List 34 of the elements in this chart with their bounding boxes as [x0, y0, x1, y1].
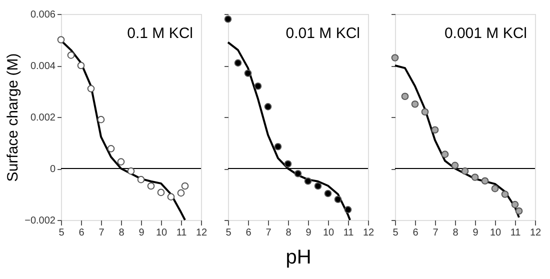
x-tick-label: 8 [452, 228, 459, 238]
annotation: 0.001 M KCl [444, 25, 527, 42]
x-tick-label: 9 [138, 228, 145, 238]
y-tick-label: 0.006 [30, 10, 56, 20]
x-tick-label: 12 [362, 228, 374, 238]
x-tick-label: 10 [322, 228, 334, 238]
x-tick-label: 9 [472, 228, 479, 238]
x-tick-label: 6 [246, 228, 252, 238]
annotation: 0.01 M KCl [286, 25, 360, 42]
x-tick-label: 5 [58, 228, 65, 238]
x-tick-label: 5 [226, 228, 232, 238]
x-tick-label: 7 [266, 228, 272, 238]
y-tick-label: 0.002 [30, 112, 56, 124]
x-tick-label: 12 [196, 228, 208, 238]
y-tick-label: 0.004 [30, 61, 56, 72]
x-tick-label: 8 [118, 228, 125, 238]
x-axis-title: pH [286, 246, 312, 268]
x-tick-label: 11 [510, 228, 522, 238]
y-tick-label: −0.002 [24, 216, 56, 226]
x-tick-label: 10 [156, 228, 168, 238]
y-axis-title: Surface charge (M) [4, 53, 22, 182]
x-tick-label: 11 [343, 228, 354, 238]
annotation: 0.1 M KCl [127, 25, 193, 42]
x-tick-label: 8 [286, 228, 292, 238]
x-tick-label: 6 [412, 228, 419, 238]
x-tick-label: 7 [432, 228, 439, 238]
x-tick-label: 12 [530, 228, 542, 238]
x-tick-label: 5 [392, 228, 399, 238]
x-tick-label: 11 [176, 228, 188, 238]
y-tick-label: 0 [50, 164, 56, 175]
x-tick-label: 9 [306, 228, 312, 238]
x-tick-label: 7 [98, 228, 105, 238]
x-tick-label: 10 [490, 228, 502, 238]
x-tick-label: 6 [78, 228, 85, 238]
